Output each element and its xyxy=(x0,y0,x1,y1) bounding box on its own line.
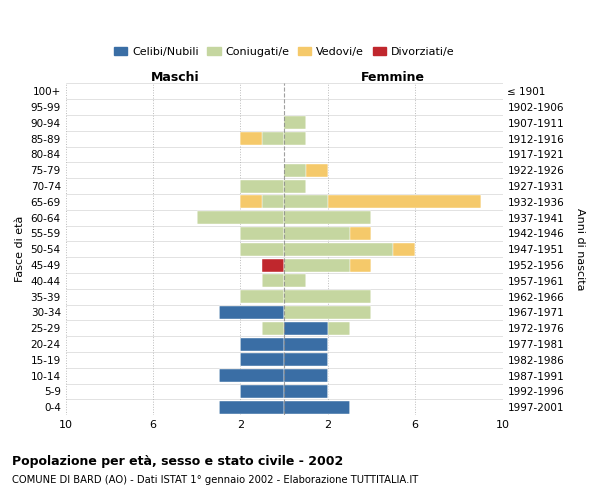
Bar xyxy=(197,211,284,224)
Bar xyxy=(394,243,415,256)
Bar xyxy=(350,227,371,240)
Bar xyxy=(262,132,284,145)
Bar xyxy=(241,180,284,192)
Bar xyxy=(284,274,306,287)
Bar xyxy=(284,116,306,130)
Bar xyxy=(218,369,284,382)
Bar xyxy=(262,322,284,334)
Bar xyxy=(241,354,284,366)
Legend: Celibi/Nubili, Coniugati/e, Vedovi/e, Divorziati/e: Celibi/Nubili, Coniugati/e, Vedovi/e, Di… xyxy=(110,42,458,62)
Bar xyxy=(241,132,262,145)
Bar xyxy=(241,227,284,240)
Bar xyxy=(218,306,284,319)
Bar xyxy=(284,211,371,224)
Bar xyxy=(284,132,306,145)
Bar xyxy=(328,196,481,208)
Y-axis label: Anni di nascita: Anni di nascita xyxy=(575,208,585,290)
Bar xyxy=(328,322,350,334)
Bar xyxy=(284,322,328,334)
Bar xyxy=(284,164,306,176)
Bar xyxy=(241,338,284,350)
Bar xyxy=(284,354,328,366)
Text: Femmine: Femmine xyxy=(361,71,425,84)
Bar xyxy=(350,258,371,272)
Bar xyxy=(218,401,284,413)
Bar xyxy=(241,290,284,303)
Bar xyxy=(241,243,284,256)
Bar xyxy=(262,196,284,208)
Bar xyxy=(284,369,328,382)
Bar xyxy=(284,243,394,256)
Bar xyxy=(284,258,350,272)
Text: Maschi: Maschi xyxy=(151,71,199,84)
Bar xyxy=(284,306,371,319)
Text: COMUNE DI BARD (AO) - Dati ISTAT 1° gennaio 2002 - Elaborazione TUTTITALIA.IT: COMUNE DI BARD (AO) - Dati ISTAT 1° genn… xyxy=(12,475,418,485)
Y-axis label: Fasce di età: Fasce di età xyxy=(15,216,25,282)
Bar xyxy=(284,196,328,208)
Bar xyxy=(241,385,284,398)
Text: Popolazione per età, sesso e stato civile - 2002: Popolazione per età, sesso e stato civil… xyxy=(12,455,343,468)
Bar xyxy=(284,385,328,398)
Bar xyxy=(284,290,371,303)
Bar xyxy=(284,401,350,413)
Bar xyxy=(284,338,328,350)
Bar xyxy=(284,180,306,192)
Bar xyxy=(306,164,328,176)
Bar xyxy=(262,258,284,272)
Bar xyxy=(262,274,284,287)
Bar xyxy=(241,196,262,208)
Bar xyxy=(284,227,350,240)
